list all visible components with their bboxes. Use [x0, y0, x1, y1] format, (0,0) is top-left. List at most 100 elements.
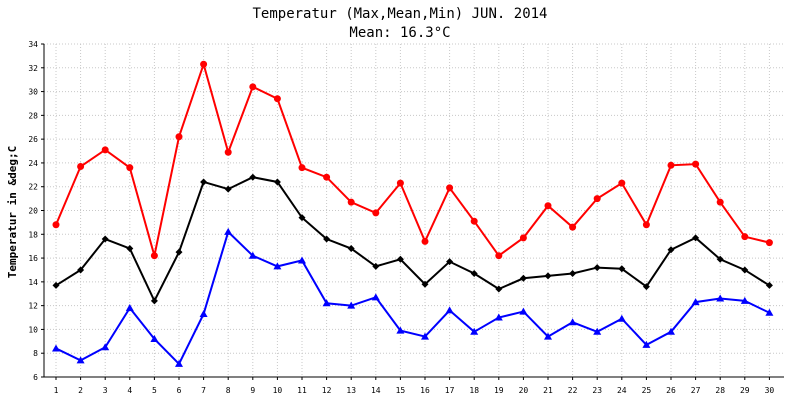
data-point [77, 266, 85, 274]
data-point [150, 252, 158, 260]
data-point [126, 164, 134, 172]
data-point [421, 280, 429, 288]
data-point [175, 359, 183, 367]
y-tick-label: 12 [28, 302, 38, 311]
data-point [765, 281, 773, 289]
data-point [740, 296, 749, 304]
series-line [55, 176, 770, 304]
data-point [593, 264, 601, 272]
data-point [273, 95, 281, 103]
data-point [642, 283, 650, 291]
x-tick-label: 30 [765, 386, 775, 395]
data-point [396, 255, 404, 263]
data-point [617, 314, 626, 322]
data-point [765, 308, 774, 316]
data-point [323, 235, 331, 243]
data-point [396, 179, 404, 187]
data-point [224, 185, 232, 193]
data-point [199, 309, 208, 317]
x-tick-label: 8 [226, 386, 231, 395]
data-point [593, 327, 602, 335]
data-point [593, 195, 601, 203]
y-tick-label: 10 [28, 325, 38, 334]
x-tick-label: 2 [78, 386, 83, 395]
data-point [470, 217, 478, 225]
data-point [175, 133, 183, 141]
chart-subtitle: Mean: 16.3°C [349, 25, 450, 41]
data-point [150, 297, 158, 305]
data-point [371, 293, 380, 301]
data-point [347, 245, 355, 253]
x-tick-label: 12 [322, 386, 332, 395]
data-point [642, 340, 651, 348]
data-point [519, 234, 527, 242]
data-point [544, 332, 552, 340]
y-tick-label: 30 [28, 88, 38, 97]
x-tick-label: 23 [592, 386, 602, 395]
y-tick-label: 14 [28, 278, 38, 287]
y-tick-label: 32 [28, 64, 38, 73]
x-tick-label: 22 [568, 386, 578, 395]
data-point [273, 178, 281, 186]
data-point [692, 234, 700, 242]
x-tick-label: 27 [691, 386, 701, 395]
y-tick-label: 26 [28, 135, 38, 144]
data-point [372, 262, 380, 270]
x-tick-label: 14 [371, 386, 381, 395]
data-point [322, 299, 331, 307]
x-tick-label: 29 [740, 386, 750, 395]
x-tick-label: 21 [543, 386, 553, 395]
data-point [618, 265, 626, 273]
data-point [126, 245, 134, 253]
x-tick-label: 16 [420, 386, 430, 395]
x-tick-label: 15 [396, 386, 406, 395]
axes [41, 43, 784, 380]
y-tick-label: 34 [28, 40, 38, 49]
y-tick-label: 18 [28, 230, 38, 239]
data-point [347, 198, 355, 206]
data-point [765, 239, 773, 247]
x-tick-label: 17 [445, 386, 455, 395]
data-point [125, 304, 134, 312]
data-point [76, 356, 85, 364]
data-point [667, 161, 675, 169]
y-tick-label: 22 [28, 183, 38, 192]
data-point [224, 227, 233, 235]
grid [44, 43, 784, 378]
x-tick-label: 13 [346, 386, 356, 395]
data-point [569, 223, 577, 231]
data-point [446, 184, 454, 192]
data-point [298, 256, 306, 264]
x-tick-label: 11 [297, 386, 307, 395]
x-tick-label: 25 [642, 386, 652, 395]
data-point [544, 202, 552, 210]
data-point [667, 246, 675, 254]
x-tick-label: 26 [666, 386, 676, 395]
data-point [495, 252, 503, 260]
data-point [421, 237, 429, 245]
x-tick-labels: 1 2 3 4 5 6 7 8 9 10 11 12 13 14 15 16 17 18 19 20 21 22 23 24 2… [54, 386, 775, 395]
data-point [470, 327, 479, 335]
data-point [396, 326, 405, 334]
data-point [77, 162, 85, 170]
data-point [569, 270, 577, 278]
data-point [101, 146, 109, 154]
y-tick-label: 6 [33, 373, 38, 382]
data-point [52, 221, 60, 229]
x-tick-label: 3 [103, 386, 108, 395]
data-point [52, 281, 60, 289]
series-group [52, 60, 774, 367]
data-point [716, 255, 724, 263]
data-point [519, 307, 528, 315]
y-tick-label: 8 [33, 349, 38, 358]
data-point [495, 285, 503, 293]
data-point [298, 214, 306, 222]
data-point [741, 233, 749, 241]
y-tick-label: 20 [28, 207, 38, 216]
data-point [421, 332, 429, 340]
data-point [544, 272, 552, 280]
x-tick-label: 5 [152, 386, 157, 395]
data-point [249, 83, 257, 91]
series-mean [52, 173, 773, 305]
